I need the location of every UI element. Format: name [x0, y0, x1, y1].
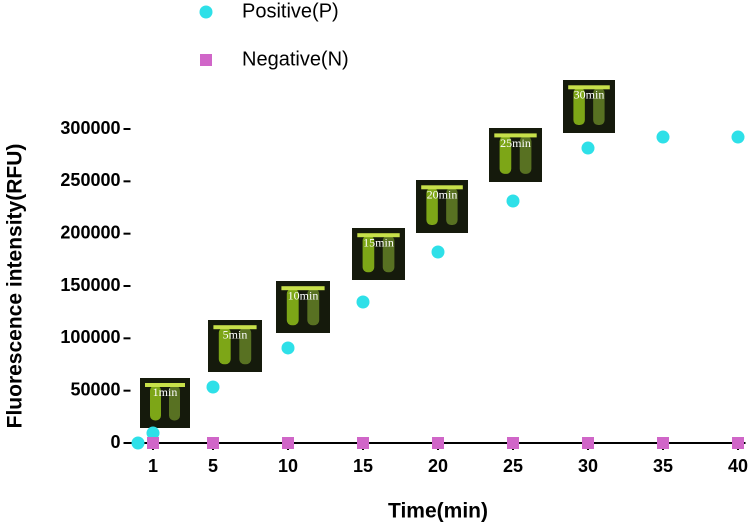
- tube-photo: 30min: [563, 80, 615, 133]
- y-tick-label: 0: [110, 432, 120, 452]
- x-tick-label: 15: [353, 456, 373, 476]
- point: [146, 426, 160, 440]
- x-tick-label: 1: [148, 456, 158, 476]
- point: [282, 437, 294, 449]
- y-tick-label: 250000: [60, 170, 120, 190]
- point: [731, 130, 745, 144]
- tube-caps: [568, 85, 610, 90]
- photo-label: 20min: [427, 188, 458, 202]
- point: [356, 295, 370, 309]
- tube-photo: 20min: [416, 180, 468, 233]
- y-axis-title: Fluorescence intensity(RFU): [4, 144, 27, 429]
- point: [582, 437, 594, 449]
- x-axis-title: Time(min): [388, 500, 488, 523]
- point: [431, 245, 445, 259]
- tube-photo: 5min: [208, 320, 262, 372]
- x-tick-label: 10: [278, 456, 298, 476]
- x-tick-label: 30: [578, 456, 598, 476]
- legend-marker: [199, 5, 213, 19]
- point: [147, 437, 159, 449]
- y-tick-label: 200000: [60, 222, 120, 242]
- tube-photo: 1min: [140, 378, 190, 428]
- y-tick-label: 300000: [60, 118, 120, 138]
- tube-left: [573, 87, 585, 126]
- legend-marker: [200, 54, 212, 66]
- tube-left: [362, 235, 375, 273]
- x-tick-label: 5: [208, 456, 218, 476]
- photo-label: 25min: [500, 136, 531, 150]
- tube-right: [519, 136, 532, 174]
- tube-caps: [213, 325, 257, 330]
- point: [206, 380, 220, 394]
- tube-right: [593, 87, 605, 126]
- point: [656, 130, 670, 144]
- tube-left: [218, 327, 231, 365]
- legend-label: Negative(N): [242, 48, 349, 70]
- photo-label: 5min: [223, 327, 248, 341]
- tube-right: [446, 187, 458, 226]
- photo-label: 30min: [574, 88, 605, 102]
- point: [506, 194, 520, 208]
- tube-right: [239, 327, 252, 365]
- tube-left: [426, 187, 438, 226]
- point: [581, 141, 595, 155]
- point: [507, 437, 519, 449]
- x-tick-label: 40: [728, 456, 748, 476]
- x-tick-label: 35: [653, 456, 673, 476]
- tube-caps: [421, 185, 463, 190]
- y-tick-label: 150000: [60, 275, 120, 295]
- y-tick-label: 100000: [60, 327, 120, 347]
- point: [131, 436, 145, 450]
- tube-left: [499, 136, 512, 174]
- point: [432, 437, 444, 449]
- tube-caps: [357, 233, 400, 238]
- tube-photo: 10min: [276, 281, 330, 333]
- x-tick-label: 20: [428, 456, 448, 476]
- legend-label: Positive(P): [242, 0, 339, 22]
- point: [357, 437, 369, 449]
- tube-right: [307, 288, 320, 326]
- photo-label: 10min: [288, 288, 319, 302]
- x-tick-label: 25: [503, 456, 523, 476]
- tube-caps: [281, 286, 325, 291]
- point: [281, 341, 295, 355]
- tube-photo: 15min: [352, 228, 405, 280]
- tube-photo: 25min: [489, 128, 542, 182]
- point: [732, 437, 744, 449]
- tube-right: [169, 385, 180, 421]
- tube-caps: [494, 133, 537, 138]
- tube-right: [382, 235, 395, 273]
- tube-left: [286, 288, 299, 326]
- photo-label: 1min: [153, 385, 178, 399]
- photo-label: 15min: [363, 235, 394, 249]
- tube-caps: [145, 383, 185, 387]
- tube-left: [150, 385, 161, 421]
- y-tick-label: 50000: [70, 379, 120, 399]
- point: [657, 437, 669, 449]
- point: [207, 437, 219, 449]
